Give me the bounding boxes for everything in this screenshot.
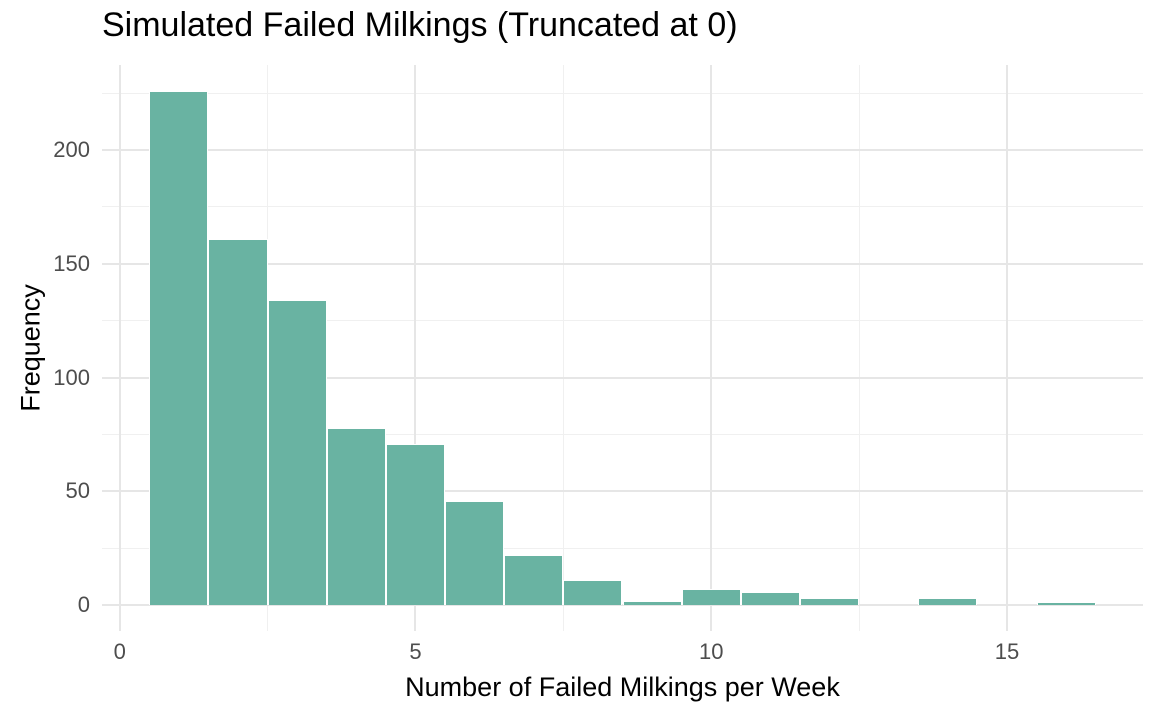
y-tick-label-150: 150	[53, 250, 90, 276]
x-tick-label-15: 15	[994, 639, 1020, 664]
gridline-y-major	[102, 262, 1143, 265]
gridline-x-major	[710, 65, 713, 631]
gridline-y-major	[102, 376, 1143, 379]
histogram-bar-12	[799, 598, 860, 606]
x-axis-title: Number of Failed Milkings per Week	[405, 672, 840, 702]
histogram-bar-2	[208, 238, 268, 606]
gridline-y-major	[102, 604, 1143, 607]
y-tick-label-0: 0	[77, 592, 90, 618]
histogram-bar-11	[740, 591, 800, 606]
histogram-bar-16	[1036, 602, 1096, 606]
histogram-bar-3	[267, 300, 327, 606]
gridline-y-minor	[102, 434, 1143, 436]
histogram-bar-8	[563, 580, 623, 606]
gridline-y-minor	[102, 320, 1143, 322]
x-tick-label-0: 0	[113, 639, 126, 664]
y-axis-title: Frequency	[15, 284, 46, 412]
histogram-bar-14	[918, 598, 978, 606]
y-tick-label-50: 50	[65, 478, 90, 504]
histogram-bar-10	[681, 589, 741, 606]
x-tick-label-5: 5	[409, 639, 422, 664]
gridline-y-minor	[102, 206, 1143, 208]
histogram-bar-6	[445, 500, 505, 606]
gridline-y-minor	[102, 547, 1143, 549]
gridline-x-major	[1005, 65, 1008, 631]
x-tick-label-10: 10	[698, 639, 724, 664]
histogram-bar-7	[504, 555, 564, 606]
y-tick-label-200: 200	[53, 136, 90, 162]
histogram-bar-9	[622, 600, 682, 606]
histogram-bar-1	[149, 90, 209, 606]
gridline-y-minor	[102, 92, 1143, 94]
chart-title: Simulated Failed Milkings (Truncated at …	[102, 6, 738, 44]
y-tick-label-100: 100	[53, 364, 90, 390]
gridline-x-minor	[562, 65, 564, 631]
gridline-y-major	[102, 148, 1143, 151]
histogram-bar-5	[385, 443, 446, 606]
plot-panel	[102, 65, 1143, 631]
gridline-x-major	[118, 65, 121, 631]
gridline-y-major	[102, 490, 1143, 493]
gridline-x-major	[414, 65, 417, 631]
histogram-bar-4	[326, 427, 386, 606]
gridline-x-minor	[858, 65, 860, 631]
